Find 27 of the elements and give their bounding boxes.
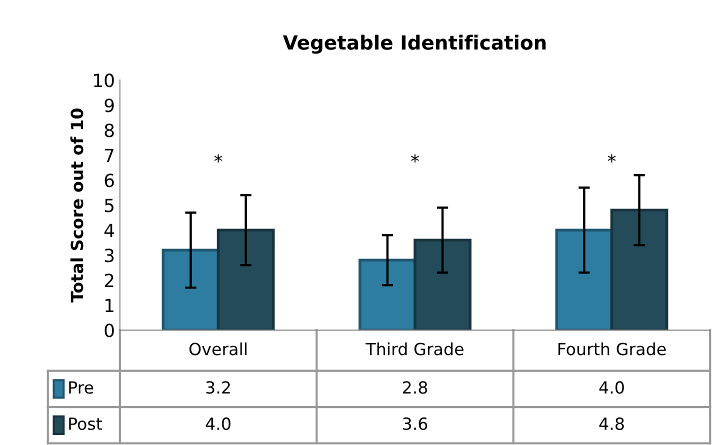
y-tick-label: 3: [104, 248, 114, 262]
y-tick-label: 7: [105, 148, 114, 162]
chart-title: Vegetable Identification: [282, 34, 546, 54]
annotation: *: [411, 154, 419, 162]
y-tick-label: 9: [104, 98, 114, 112]
data-label: 4.0: [599, 381, 624, 394]
annotation: *: [608, 154, 616, 162]
y-tick-label: 10: [94, 74, 114, 88]
y-tick-label: 0: [104, 324, 114, 338]
x-tick-label: Overall: [189, 342, 246, 356]
x-tick-label: Fourth Grade: [558, 342, 666, 356]
legend-label: Pre: [69, 381, 94, 394]
x-tick-label: Third Grade: [366, 342, 464, 356]
data-label: 4.8: [599, 417, 624, 430]
y-tick-label: 5: [104, 198, 114, 212]
data-label: 4.0: [206, 417, 230, 430]
y-tick-label: 2: [104, 274, 114, 288]
y-tick-label: 6: [104, 174, 114, 188]
y-tick-label: 1: [106, 298, 114, 312]
y-tick-label: 8: [104, 124, 114, 138]
legend-label: Post: [69, 418, 102, 430]
y-axis-title: Total Score out of 10: [70, 108, 84, 302]
data-label: 3.2: [206, 381, 230, 394]
annotation: *: [214, 154, 222, 162]
y-tick-label: 4: [104, 224, 114, 238]
data-label: 2.8: [402, 381, 428, 394]
data-label: 3.6: [403, 417, 428, 430]
